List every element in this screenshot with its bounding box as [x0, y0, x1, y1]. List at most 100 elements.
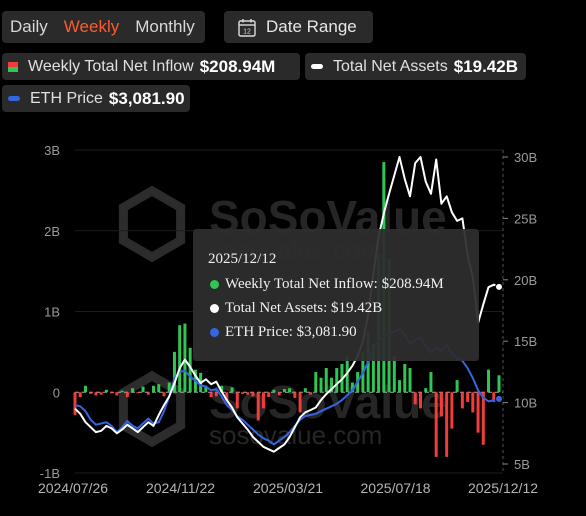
period-tabs: Daily Weekly Monthly [2, 11, 205, 43]
left-axis-tick: 2B [44, 224, 60, 239]
line-icon [311, 63, 323, 70]
bar-icon [8, 61, 18, 72]
legend-net-assets-value: $19.42B [453, 56, 518, 76]
inflow-bar [303, 388, 307, 393]
x-axis-tick: 2025/12/12 [468, 480, 538, 496]
eth-price-line-end-point [495, 394, 503, 403]
watermark-brand: SoSoValue [209, 376, 447, 428]
inflow-bar [309, 392, 313, 395]
right-axis-tick: 25B [514, 211, 537, 226]
tooltip-row-inflow: Weekly Total Net Inflow: $208.94M [210, 276, 444, 293]
inflow-bar [204, 385, 208, 393]
left-axis-tick: 3B [44, 143, 60, 158]
tab-daily[interactable]: Daily [10, 17, 48, 36]
inflow-bar [445, 392, 449, 457]
inflow-bar [460, 392, 464, 409]
inflow-bar [267, 392, 271, 398]
blue-dot-icon [210, 328, 219, 337]
inflow-bar [157, 384, 161, 393]
inflow-bar [272, 389, 276, 393]
inflow-bar [183, 323, 187, 393]
inflow-bar [314, 372, 318, 393]
x-axis-tick: 2024/07/26 [38, 480, 108, 496]
inflow-bar [131, 388, 135, 393]
inflow-bar [104, 389, 108, 393]
inflow-bar [188, 347, 192, 393]
inflow-bar [136, 392, 140, 394]
inflow-bar [324, 368, 328, 393]
inflow-bar [178, 325, 182, 393]
inflow-bar [125, 392, 129, 398]
inflow-bar [429, 372, 433, 393]
inflow-bar [293, 392, 297, 398]
tooltip-row-assets: Total Net Assets: $19.42B [210, 300, 382, 317]
inflow-bar [152, 385, 156, 393]
inflow-bar [220, 385, 224, 393]
inflow-bar [115, 392, 119, 396]
inflow-bar [481, 392, 485, 445]
inflow-bar [83, 385, 87, 393]
inflow-bar [110, 392, 114, 394]
inflow-bar [350, 382, 354, 393]
inflow-bar [94, 392, 98, 396]
legend-net-assets[interactable]: Total Net Assets $19.42B [305, 53, 526, 80]
inflow-bar [230, 387, 234, 393]
right-axis-tick: 20B [514, 273, 537, 288]
right-axis-tick: 15B [514, 334, 537, 349]
inflow-bar [277, 392, 281, 396]
tooltip-row-eth: ETH Price: $3,081.90 [210, 324, 357, 341]
inflow-bar [209, 392, 213, 398]
tooltip-date: 2025/12/12 [208, 251, 277, 267]
inflow-bar [466, 392, 470, 402]
net-assets-line-end-point [495, 282, 503, 291]
inflow-bar [261, 392, 265, 409]
inflow-bar [246, 392, 250, 395]
legend-net-inflow-label: Weekly Total Net Inflow [28, 57, 194, 75]
inflow-bar [434, 392, 438, 457]
inflow-bar [225, 392, 229, 401]
inflow-bar [450, 392, 454, 429]
date-range-button[interactable]: 12 Date Range [224, 11, 373, 43]
legend-net-assets-label: Total Net Assets [333, 57, 448, 75]
tooltip-assets-text: Total Net Assets: $19.42B [225, 300, 383, 316]
inflow-bar [408, 368, 412, 393]
inflow-bar [439, 392, 443, 417]
inflow-bar [329, 377, 333, 393]
inflow-bar [371, 343, 375, 393]
x-axis-tick: 2025/03/21 [253, 480, 323, 496]
left-axis-tick: 1B [44, 305, 60, 320]
inflow-bar [235, 392, 239, 409]
legend-eth-price[interactable]: ETH Price $3,081.90 [2, 85, 190, 112]
inflow-bar [413, 392, 417, 405]
tab-monthly[interactable]: Monthly [135, 17, 195, 36]
inflow-bar [398, 380, 402, 393]
x-axis-tick: 2024/11/22 [146, 480, 215, 496]
inflow-bar [335, 368, 339, 393]
inflow-bar [492, 392, 496, 402]
inflow-bar [167, 382, 171, 393]
legend-eth-price-value: $3,081.90 [108, 88, 185, 108]
inflow-bar [288, 388, 292, 393]
inflow-bar [319, 377, 323, 393]
inflow-bar [73, 392, 77, 415]
date-range-label: Date Range [266, 17, 357, 36]
legend-net-inflow[interactable]: Weekly Total Net Inflow $208.94M [2, 53, 300, 80]
inflow-bar [455, 380, 459, 393]
right-axis-tick: 30B [514, 150, 537, 165]
right-axis-tick: 10B [514, 396, 537, 411]
inflow-bar [162, 392, 166, 397]
x-axis-tick: 2025/07/18 [360, 480, 430, 496]
inflow-bar [251, 392, 255, 397]
net-assets-line [74, 156, 500, 453]
right-axis-tick: 5B [514, 457, 530, 472]
left-axis-tick: 0 [53, 385, 60, 400]
tooltip-eth-text: ETH Price: $3,081.90 [225, 324, 357, 340]
tab-weekly[interactable]: Weekly [63, 17, 120, 36]
chart-tooltip: 2025/12/12 Weekly Total Net Inflow: $208… [193, 229, 479, 361]
left-axis-tick: -1B [40, 466, 60, 481]
inflow-bar [120, 390, 124, 393]
inflow-bar [476, 392, 480, 433]
white-dot-icon [210, 304, 219, 313]
inflow-bar [487, 369, 491, 393]
line-icon [8, 95, 20, 102]
